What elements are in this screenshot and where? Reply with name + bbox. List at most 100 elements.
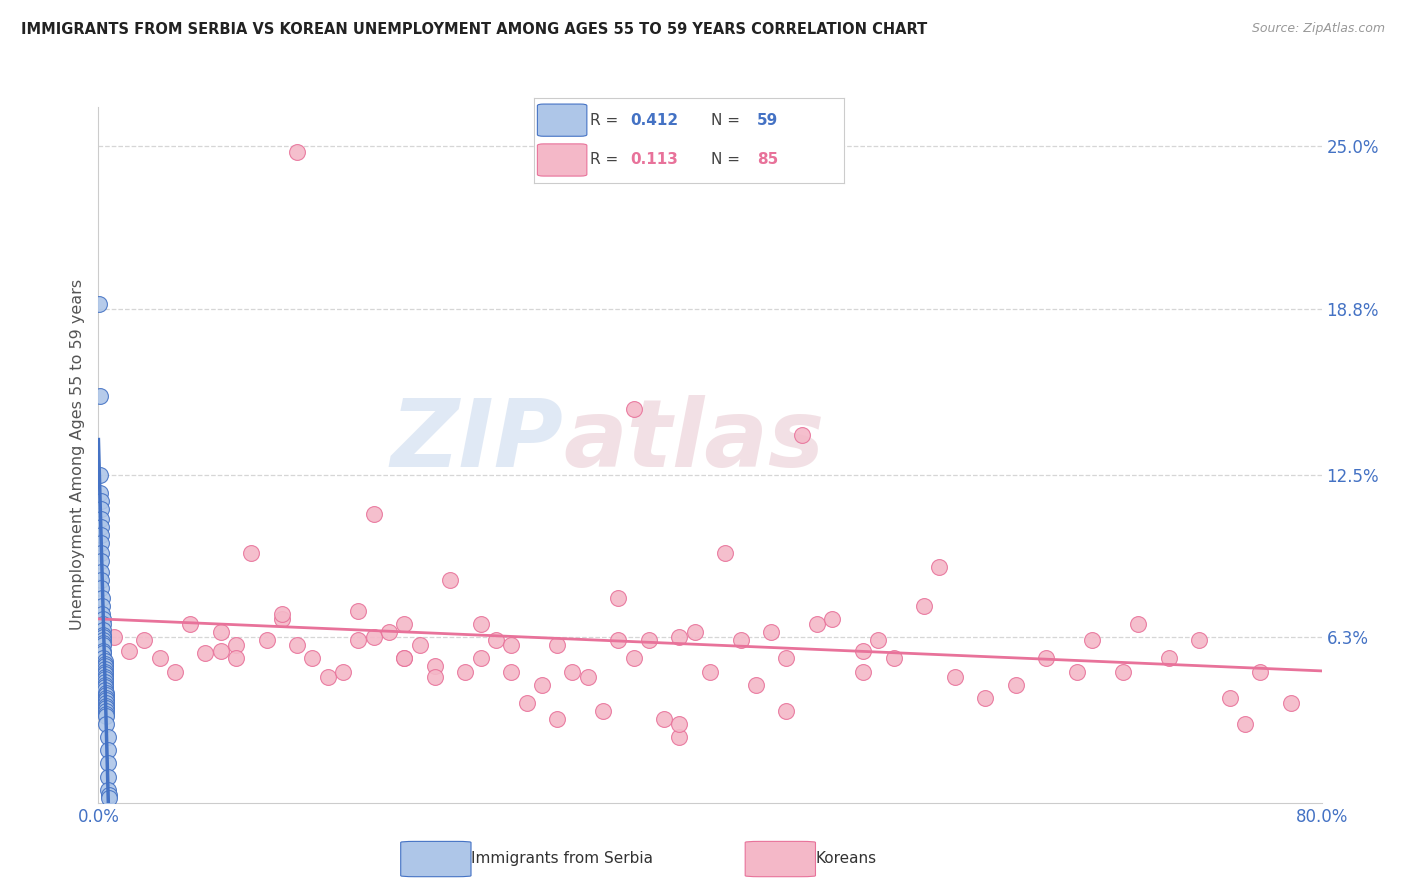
Point [623, 401, 645, 416]
Point [91, 623, 114, 637]
Point [912, 599, 935, 613]
Point [256, 633, 278, 648]
Point [90, 554, 112, 568]
Point [240, 546, 263, 560]
Point [561, 665, 583, 679]
Point [1081, 633, 1104, 648]
Point [332, 665, 354, 679]
Point [93, 670, 115, 684]
Point [790, 428, 813, 442]
Point [347, 633, 370, 648]
Point [501, 638, 523, 652]
Text: IMMIGRANTS FROM SERBIA VS KOREAN UNEMPLOYMENT AMONG AGES 55 TO 59 YEARS CORRELAT: IMMIGRANTS FROM SERBIA VS KOREAN UNEMPLO… [21, 22, 928, 37]
Point [745, 678, 768, 692]
Point [134, 633, 156, 648]
Point [103, 631, 125, 645]
Point [94, 701, 117, 715]
Point [91, 638, 114, 652]
Point [90, 528, 112, 542]
Point [89, 486, 111, 500]
Point [194, 646, 217, 660]
Point [1279, 696, 1302, 710]
Point [91, 635, 114, 649]
Point [439, 573, 461, 587]
Y-axis label: Unemployment Among Ages 55 to 59 years: Unemployment Among Ages 55 to 59 years [69, 279, 84, 631]
Point [668, 631, 690, 645]
Point [94, 709, 117, 723]
Point [91, 612, 114, 626]
Point [118, 643, 141, 657]
Point [94, 693, 117, 707]
Point [1004, 678, 1026, 692]
Point [93, 667, 115, 681]
Point [90, 573, 112, 587]
Point [93, 657, 115, 671]
Point [607, 591, 630, 605]
Text: R =: R = [591, 112, 623, 128]
Point [408, 638, 430, 652]
Point [392, 651, 416, 665]
Point [454, 665, 477, 679]
Point [1128, 617, 1150, 632]
Point [806, 617, 828, 632]
Point [91, 631, 114, 645]
Point [93, 665, 115, 679]
Point [470, 617, 492, 632]
Point [883, 651, 905, 665]
Point [852, 665, 875, 679]
Point [852, 643, 875, 657]
Point [94, 688, 117, 702]
Text: 0.113: 0.113 [630, 152, 678, 167]
Point [91, 591, 114, 605]
FancyBboxPatch shape [745, 841, 815, 877]
Point [316, 670, 339, 684]
Point [637, 633, 661, 648]
Point [225, 638, 247, 652]
Text: atlas: atlas [564, 395, 824, 487]
Point [90, 494, 112, 508]
Point [91, 599, 114, 613]
Text: Immigrants from Serbia: Immigrants from Serbia [471, 851, 652, 866]
Point [546, 712, 568, 726]
Point [363, 631, 385, 645]
Point [759, 625, 782, 640]
Point [93, 654, 115, 668]
Point [821, 612, 844, 626]
Point [94, 704, 117, 718]
Point [1066, 665, 1088, 679]
Point [1249, 665, 1271, 679]
Text: Koreans: Koreans [815, 851, 876, 866]
Point [974, 690, 997, 705]
Point [93, 678, 115, 692]
Point [423, 659, 446, 673]
Point [530, 678, 553, 692]
Point [347, 604, 370, 618]
Point [94, 690, 117, 705]
Point [93, 680, 115, 694]
Point [485, 633, 508, 648]
Point [623, 651, 645, 665]
Point [1234, 717, 1257, 731]
Point [285, 638, 308, 652]
Point [699, 665, 721, 679]
Point [868, 633, 890, 648]
Point [301, 651, 323, 665]
Point [652, 712, 675, 726]
Point [668, 730, 690, 744]
Point [1219, 690, 1241, 705]
Point [576, 670, 599, 684]
Text: N =: N = [710, 112, 744, 128]
Point [90, 536, 112, 550]
FancyBboxPatch shape [537, 144, 586, 176]
Text: 0.412: 0.412 [630, 112, 678, 128]
Point [93, 659, 115, 673]
Point [98, 788, 121, 802]
Point [225, 651, 247, 665]
Text: 85: 85 [756, 152, 779, 167]
Point [91, 643, 114, 657]
Point [91, 633, 114, 648]
Point [91, 628, 114, 642]
Point [209, 643, 232, 657]
Point [928, 559, 950, 574]
Point [90, 501, 112, 516]
